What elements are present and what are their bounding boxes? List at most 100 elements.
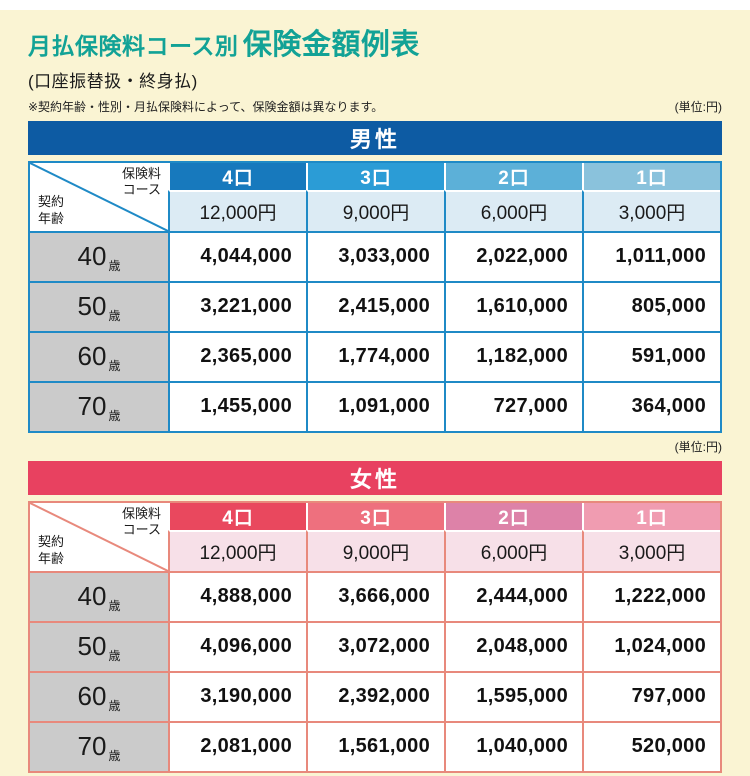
age-number: 50 — [77, 291, 107, 322]
age-suffix: 歳 — [108, 258, 121, 273]
age-suffix: 歳 — [108, 598, 121, 613]
corner-row-axis-label: 契約 年齢 — [38, 194, 64, 227]
note-row: ※契約年齢・性別・月払保険料によって、保険金額は異なります。 (単位:円) — [28, 98, 722, 115]
table-cell: 3,666,000 — [306, 570, 444, 621]
subtitle: (口座振替扱・終身払) — [28, 71, 198, 91]
content-area: 月払保険料コース別 保険金額例表 (口座振替扱・終身払) ※契約年齢・性別・月払… — [0, 10, 750, 773]
male-corner-cell: 保険料 コース 契約 年齢 — [30, 162, 168, 231]
female-premium-1: 3,000円 — [582, 529, 720, 571]
male-premium-2: 6,000円 — [444, 189, 582, 231]
table-cell: 1,774,000 — [306, 330, 444, 381]
female-table: 保険料 コース 契約 年齢 4口 3口 2口 1口 12,000円 9,000円 — [28, 500, 722, 773]
col-axis-line2: コース — [122, 522, 161, 538]
age-number: 60 — [77, 681, 107, 712]
age-number: 70 — [77, 391, 107, 422]
table-cell: 3,033,000 — [306, 230, 444, 281]
table-cell: 2,081,000 — [168, 720, 306, 771]
title-prefix: 月払保険料コース別 — [28, 33, 239, 59]
table-cell: 2,392,000 — [306, 670, 444, 721]
diagonal-line — [30, 503, 168, 571]
female-premium-2: 6,000円 — [444, 529, 582, 571]
male-age-60: 60 歳 — [30, 330, 168, 381]
corner-row-axis-label: 契約 年齢 — [38, 534, 64, 567]
row-axis-line1: 契約 — [38, 534, 65, 550]
table-cell: 1,091,000 — [306, 380, 444, 431]
table-cell: 1,040,000 — [444, 720, 582, 771]
diagonal-line — [30, 163, 168, 231]
col-axis-line1: 保険料 — [121, 505, 161, 521]
corner-col-axis-label: 保険料 コース — [122, 166, 161, 199]
table-cell: 797,000 — [582, 670, 720, 721]
age-number: 60 — [77, 341, 107, 372]
male-premium-4: 12,000円 — [168, 189, 306, 231]
col-axis-line1: 保険料 — [121, 165, 161, 181]
female-age-70: 70 歳 — [30, 720, 168, 771]
male-course-header-1: 1口 — [582, 162, 720, 190]
table-cell: 4,096,000 — [168, 620, 306, 671]
row-axis-line2: 年齢 — [38, 210, 65, 226]
female-course-header-2: 2口 — [444, 502, 582, 530]
age-suffix: 歳 — [108, 358, 121, 373]
age-suffix: 歳 — [108, 308, 121, 323]
male-age-50: 50 歳 — [30, 280, 168, 331]
female-premium-4: 12,000円 — [168, 529, 306, 571]
female-age-50: 50 歳 — [30, 620, 168, 671]
table-cell: 1,011,000 — [582, 230, 720, 281]
male-section-header: 男性 — [28, 120, 722, 155]
age-number: 40 — [77, 581, 107, 612]
female-section: 女性 保険料 コース 契約 年齢 — [28, 460, 722, 773]
male-premium-3: 9,000円 — [306, 189, 444, 231]
corner-col-axis-label: 保険料 コース — [122, 506, 161, 539]
table-cell: 2,444,000 — [444, 570, 582, 621]
age-suffix: 歳 — [108, 648, 121, 663]
table-cell: 1,561,000 — [306, 720, 444, 771]
unit-label-top: (単位:円) — [674, 99, 722, 114]
table-cell: 3,221,000 — [168, 280, 306, 331]
female-age-60: 60 歳 — [30, 670, 168, 721]
age-suffix: 歳 — [108, 408, 121, 423]
male-age-40: 40 歳 — [30, 230, 168, 281]
female-corner-cell: 保険料 コース 契約 年齢 — [30, 502, 168, 571]
table-cell: 364,000 — [582, 380, 720, 431]
female-course-header-3: 3口 — [306, 502, 444, 530]
male-age-70: 70 歳 — [30, 380, 168, 431]
table-cell: 1,222,000 — [582, 570, 720, 621]
page-background: 月払保険料コース別 保険金額例表 (口座振替扱・終身払) ※契約年齢・性別・月払… — [0, 10, 750, 776]
female-premium-3: 9,000円 — [306, 529, 444, 571]
table-cell: 805,000 — [582, 280, 720, 331]
male-course-header-3: 3口 — [306, 162, 444, 190]
table-cell: 2,415,000 — [306, 280, 444, 331]
male-section: 男性 保険料 コース 契約 年齢 — [28, 120, 722, 433]
table-cell: 1,182,000 — [444, 330, 582, 381]
table-cell: 1,610,000 — [444, 280, 582, 331]
table-cell: 1,455,000 — [168, 380, 306, 431]
table-cell: 3,190,000 — [168, 670, 306, 721]
row-axis-line2: 年齢 — [38, 550, 65, 566]
female-age-40: 40 歳 — [30, 570, 168, 621]
table-cell: 2,048,000 — [444, 620, 582, 671]
age-suffix: 歳 — [108, 748, 121, 763]
age-number: 40 — [77, 241, 107, 272]
note-text: ※契約年齢・性別・月払保険料によって、保険金額は異なります。 — [28, 99, 384, 114]
table-cell: 4,888,000 — [168, 570, 306, 621]
female-course-header-1: 1口 — [582, 502, 720, 530]
male-table: 保険料 コース 契約 年齢 4口 3口 2口 1口 12,000円 9,000円 — [28, 160, 722, 433]
male-course-header-2: 2口 — [444, 162, 582, 190]
age-number: 70 — [77, 731, 107, 762]
female-section-header: 女性 — [28, 460, 722, 495]
unit-label-middle: (単位:円) — [674, 439, 722, 454]
table-cell: 2,022,000 — [444, 230, 582, 281]
title-main: 保険金額例表 — [242, 29, 420, 61]
table-cell: 1,595,000 — [444, 670, 582, 721]
col-axis-line2: コース — [122, 182, 161, 198]
row-axis-line1: 契約 — [38, 194, 65, 210]
male-course-header-4: 4口 — [168, 162, 306, 190]
male-premium-1: 3,000円 — [582, 189, 720, 231]
table-cell: 727,000 — [444, 380, 582, 431]
table-cell: 2,365,000 — [168, 330, 306, 381]
age-suffix: 歳 — [108, 698, 121, 713]
table-cell: 1,024,000 — [582, 620, 720, 671]
table-cell: 520,000 — [582, 720, 720, 771]
table-cell: 591,000 — [582, 330, 720, 381]
